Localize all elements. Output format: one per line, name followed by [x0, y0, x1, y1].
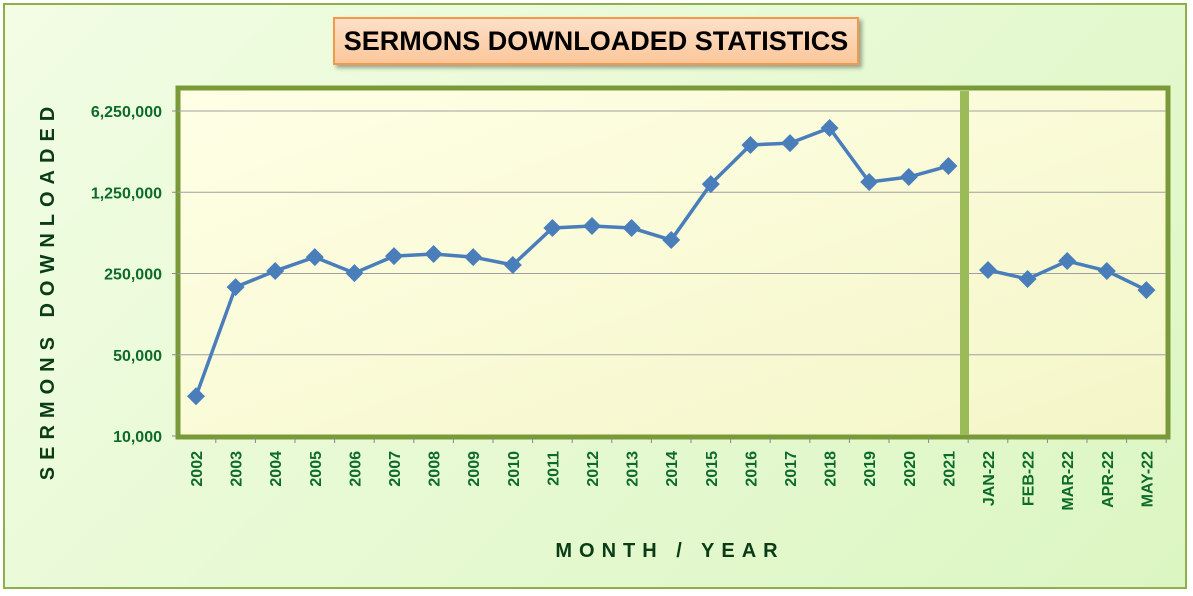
x-tick-label: 2007 [387, 451, 404, 487]
chart-title: SERMONS DOWNLOADED STATISTICS [333, 17, 859, 65]
data-point-MAY-22 [1137, 281, 1156, 300]
yearly-series-line [194, 125, 949, 397]
x-tick-label: 2005 [308, 451, 325, 487]
data-point-2015 [701, 175, 720, 194]
x-tick-label: 2009 [466, 451, 483, 487]
data-point-2020 [899, 168, 918, 187]
data-point-2016 [741, 135, 760, 154]
data-point-2018 [820, 119, 839, 138]
x-tick-label: MAR-22 [1060, 451, 1077, 511]
x-tick-label: JAN-22 [981, 451, 998, 506]
data-point-2004 [266, 261, 285, 280]
x-tick-label: 2020 [902, 451, 919, 487]
y-tick-label: 6,250,000 [91, 104, 162, 121]
x-axis-label: MONTH / YEAR [555, 540, 784, 562]
data-point-2007 [385, 247, 403, 266]
data-point-2019 [860, 173, 879, 192]
data-point-2008 [424, 244, 443, 263]
x-tick-label: 2003 [229, 451, 246, 487]
data-point-2014 [662, 231, 681, 250]
data-point-FEB-22 [1018, 270, 1037, 289]
data-point-2006 [345, 264, 364, 283]
series-separator [960, 91, 969, 435]
x-tick-label: 2015 [704, 451, 721, 487]
data-point-2013 [622, 218, 641, 237]
y-tick-label: 50,000 [113, 348, 162, 365]
x-tick-label: 2008 [427, 451, 444, 487]
y-tick-label: 1,250,000 [91, 185, 162, 202]
data-point-2003 [226, 278, 245, 297]
data-point-2010 [503, 255, 522, 274]
x-tick-label: 2014 [664, 451, 681, 487]
data-point-JAN-22 [979, 260, 997, 279]
data-point-2021 [939, 157, 958, 176]
y-tick-label: 250,000 [104, 267, 162, 284]
data-point-2002 [187, 387, 205, 406]
x-tick-label: 2004 [268, 451, 285, 487]
x-tick-label: 2006 [347, 451, 364, 487]
data-point-APR-22 [1097, 261, 1116, 280]
x-tick-label: 2010 [506, 451, 523, 487]
x-tick-label: APR-22 [1100, 451, 1117, 508]
x-tick-label: 2002 [189, 451, 206, 487]
x-tick-label: 2017 [783, 451, 800, 487]
y-axis-label: SERMONS DOWNLOADED [37, 100, 59, 480]
data-point-2012 [583, 216, 601, 235]
data-point-2005 [305, 248, 324, 267]
plot-area [175, 85, 1171, 440]
x-tick-label: 2013 [625, 451, 642, 487]
x-tick-label: 2016 [743, 451, 760, 487]
y-tick-label: 10,000 [113, 429, 162, 446]
data-point-2009 [464, 248, 483, 267]
x-tick-label: 2021 [941, 451, 958, 487]
x-tick-label: 2019 [862, 451, 879, 487]
data-point-MAR-22 [1058, 252, 1077, 271]
data-point-2017 [781, 134, 799, 153]
x-tick-label: 2011 [545, 451, 562, 486]
x-tick-label: 2012 [585, 451, 602, 487]
data-point-2011 [543, 218, 562, 237]
x-tick-label: FEB-22 [1021, 451, 1038, 506]
x-tick-label: 2018 [823, 451, 840, 487]
x-tick-label: MAY-22 [1139, 451, 1156, 507]
